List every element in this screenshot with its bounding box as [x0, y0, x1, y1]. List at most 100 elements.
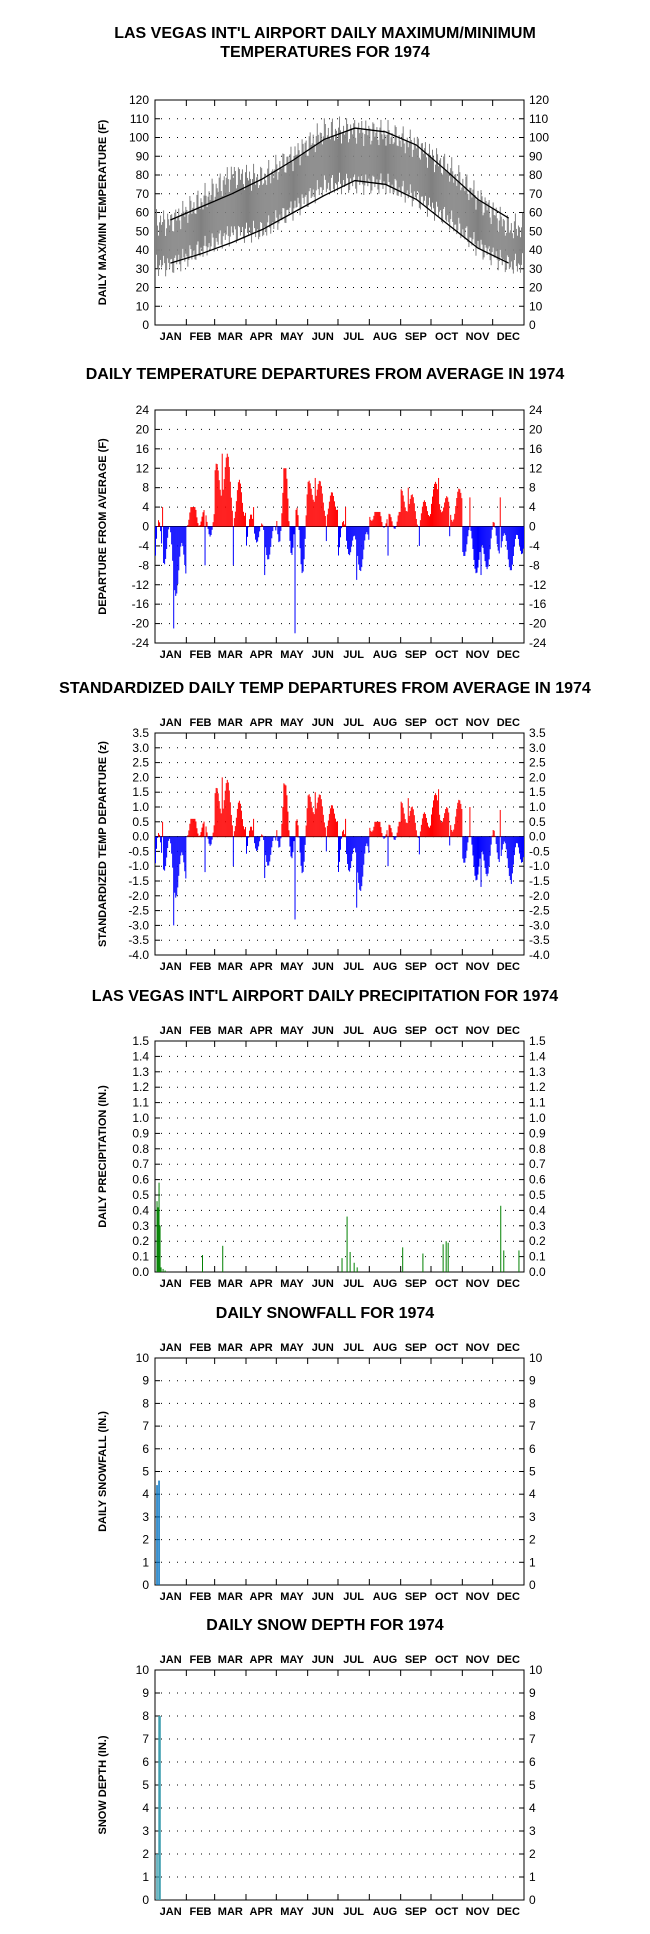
x-tick-label-month: APR	[250, 1591, 273, 1603]
x-tick-label-month: JUL	[343, 1591, 364, 1603]
y-tick-label-left: -16	[132, 597, 150, 611]
x-tick-label-month: MAY	[280, 649, 304, 661]
y-tick-label-right: 12	[529, 461, 543, 475]
y-tick-label-left: 0.5	[132, 1188, 149, 1202]
y-tick-label-right: -3.5	[529, 933, 550, 947]
y-tick-label-right: 5	[529, 1778, 536, 1792]
y-tick-label-left: 12	[136, 461, 150, 475]
chart-2: DAILY TEMPERATURE DEPARTURES FROM AVERAG…	[86, 366, 565, 661]
chart-4: LAS VEGAS INT'L AIRPORT DAILY PRECIPITAT…	[92, 988, 559, 1290]
y-tick-label-right: -8	[529, 558, 540, 572]
y-axis-label: DAILY PRECIPITATION (IN.)	[97, 1085, 109, 1228]
y-tick-label-left: 4	[142, 500, 149, 514]
y-tick-label-left: 0	[142, 318, 149, 332]
y-tick-label-left: 5	[142, 1778, 149, 1792]
x-tick-label-month: JAN	[160, 1906, 182, 1918]
y-axis-label: DAILY MAX/MIN TEMPERATURE (F)	[97, 119, 109, 305]
y-tick-label-right: 70	[529, 187, 543, 201]
x-tick-label-month: DEC	[497, 1278, 520, 1290]
x-tick-label-month-top: JAN	[160, 1654, 182, 1666]
x-tick-label-month: OCT	[435, 331, 459, 343]
y-tick-label-right: 1.1	[529, 1096, 546, 1110]
y-tick-label-left: 0.3	[132, 1219, 149, 1233]
y-tick-label-left: 3	[142, 1510, 149, 1524]
chart-5: DAILY SNOWFALL FOR 1974 DAILY SNOWFALL (I…	[97, 1305, 543, 1603]
y-tick-label-right: 20	[529, 281, 543, 295]
x-tick-label-month: APR	[250, 961, 273, 973]
y-tick-label-left: 0	[142, 1578, 149, 1592]
y-tick-label-right: 1.3	[529, 1065, 546, 1079]
x-tick-label-month: MAR	[218, 1591, 243, 1603]
y-axis-label: DAILY SNOWFALL (IN.)	[97, 1411, 109, 1532]
y-tick-label-right: 2.5	[529, 756, 546, 770]
y-tick-label-left: 1.0	[132, 800, 149, 814]
y-tick-label-right: 0	[529, 1893, 536, 1907]
y-tick-label-left: 2.5	[132, 756, 149, 770]
x-tick-label-month: DEC	[497, 1906, 520, 1918]
x-tick-label-month-top: APR	[250, 1025, 273, 1037]
x-tick-label-month-top: DEC	[497, 1654, 520, 1666]
chart-title: LAS VEGAS INT'L AIRPORT DAILY MAXIMUM/MI…	[114, 25, 536, 42]
chart-title: DAILY SNOW DEPTH FOR 1974	[206, 1617, 443, 1634]
y-tick-label-right: 1.5	[529, 785, 546, 799]
y-tick-label-left: 0.1	[132, 1250, 149, 1264]
y-tick-label-right: 7	[529, 1732, 536, 1746]
plot-frame	[154, 732, 525, 956]
y-tick-label-left: 120	[129, 93, 149, 107]
y-tick-label-left: -3.0	[128, 918, 149, 932]
x-tick-label-month: AUG	[373, 649, 397, 661]
x-tick-label-month: MAY	[280, 961, 304, 973]
y-tick-label-left: 0.0	[132, 830, 149, 844]
x-tick-label-month-top: FEB	[189, 717, 211, 729]
plot-frame	[154, 1040, 525, 1273]
x-tick-label-month: AUG	[373, 1591, 397, 1603]
y-tick-label-left: 8	[142, 481, 149, 495]
y-tick-label-right: 0.5	[529, 815, 546, 829]
y-tick-label-left: -1.0	[128, 859, 149, 873]
x-tick-label-month: JUL	[343, 1278, 364, 1290]
x-tick-label-month: FEB	[189, 1278, 211, 1290]
x-tick-label-month: MAR	[218, 649, 243, 661]
x-tick-label-month-top: SEP	[405, 1654, 427, 1666]
series-line-normal-min	[170, 179, 509, 264]
x-tick-label-month: NOV	[466, 331, 491, 343]
y-tick-label-left: 0.8	[132, 1142, 149, 1156]
y-tick-label-right: 3	[529, 1824, 536, 1838]
y-tick-label-left: 3	[142, 1824, 149, 1838]
x-tick-label-month: FEB	[189, 1591, 211, 1603]
y-tick-label-right: 4	[529, 500, 536, 514]
y-tick-label-right: 6	[529, 1755, 536, 1769]
y-tick-label-right: 80	[529, 168, 543, 182]
y-tick-label-left: 0	[142, 1893, 149, 1907]
y-tick-label-left: -4	[138, 539, 149, 553]
y-tick-label-right: 0.3	[529, 1219, 546, 1233]
y-tick-label-left: -4.0	[128, 948, 149, 962]
y-tick-label-left: 9	[142, 1686, 149, 1700]
x-tick-label-month-top: AUG	[373, 1342, 397, 1354]
y-tick-label-left: -12	[132, 578, 150, 592]
y-tick-label-left: -2.5	[128, 904, 149, 918]
x-tick-label-month-top: SEP	[405, 1025, 427, 1037]
y-tick-label-right: -0.5	[529, 844, 550, 858]
y-tick-label-right: 0.5	[529, 1188, 546, 1202]
x-tick-label-month: AUG	[373, 331, 397, 343]
x-tick-label-month: NOV	[466, 649, 491, 661]
y-tick-label-right: -20	[529, 617, 547, 631]
x-tick-label-month: JAN	[160, 1278, 182, 1290]
x-tick-label-month: NOV	[466, 961, 491, 973]
y-tick-label-left: 20	[136, 281, 150, 295]
y-tick-label-right: 16	[529, 442, 543, 456]
x-tick-label-month: APR	[250, 1278, 273, 1290]
y-tick-label-left: -3.5	[128, 933, 149, 947]
chart-3: STANDARDIZED DAILY TEMP DEPARTURES FROM …	[59, 680, 591, 973]
y-axis-label: STANDARDIZED TEMP DEPARTURE (z)	[97, 741, 109, 947]
x-tick-label-month-top: MAY	[280, 717, 304, 729]
y-tick-label-right: 40	[529, 243, 543, 257]
y-tick-label-left: 2.0	[132, 770, 149, 784]
y-tick-label-left: 20	[136, 422, 150, 436]
x-tick-label-month: FEB	[189, 961, 211, 973]
x-tick-label-month: AUG	[373, 1278, 397, 1290]
x-tick-label-month-top: MAR	[218, 1342, 243, 1354]
